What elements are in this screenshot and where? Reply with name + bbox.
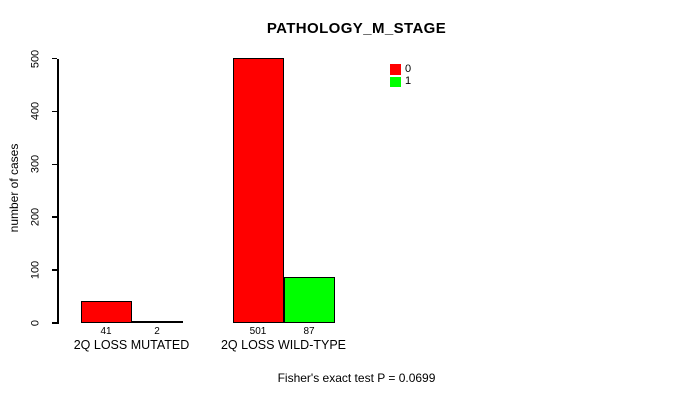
legend-item-label: 0 xyxy=(405,62,412,75)
bar-value-label: 87 xyxy=(303,326,315,337)
legend-item: 0 xyxy=(390,63,411,76)
y-tick-label: 500 xyxy=(29,49,42,68)
y-tick xyxy=(52,216,57,218)
bar-series-1 xyxy=(131,321,183,323)
bar-series-0 xyxy=(80,301,132,323)
y-tick-label: 400 xyxy=(29,102,42,121)
bar-series-0 xyxy=(232,58,284,323)
y-axis-label: number of cases xyxy=(7,143,21,233)
y-tick-label: 300 xyxy=(29,155,42,174)
y-tick xyxy=(52,110,57,113)
legend-color-swatch xyxy=(390,76,401,87)
y-tick xyxy=(52,163,57,166)
y-tick-label: 200 xyxy=(29,208,42,227)
y-tick xyxy=(52,322,57,324)
chart-title: PATHOLOGY_M_STAGE xyxy=(266,20,447,37)
bar-value-label: 501 xyxy=(249,326,267,337)
bar-value-label: 2 xyxy=(154,326,160,337)
x-category-label: 2Q LOSS MUTATED xyxy=(73,338,190,352)
y-tick-label: 100 xyxy=(29,260,42,280)
legend-item: 1 xyxy=(390,76,411,89)
y-axis-line xyxy=(57,59,59,324)
legend-color-swatch xyxy=(390,64,401,75)
x-category-label: 2Q LOSS WILD-TYPE xyxy=(220,338,347,352)
bar-series-1 xyxy=(283,277,335,323)
bar-value-label: 41 xyxy=(100,326,112,337)
legend-item-label: 1 xyxy=(405,75,412,88)
y-tick-label: 0 xyxy=(29,319,42,327)
stat-test-note: Fisher's exact test P = 0.0699 xyxy=(277,371,436,385)
y-tick xyxy=(52,269,57,271)
y-tick xyxy=(52,57,57,60)
